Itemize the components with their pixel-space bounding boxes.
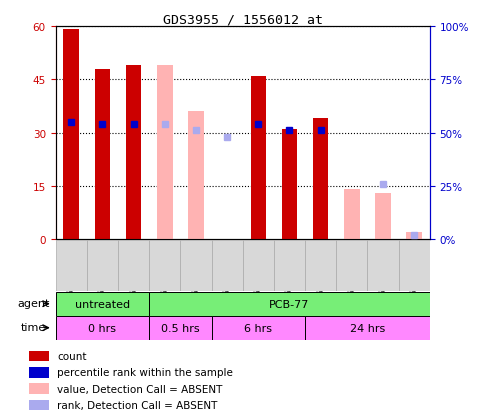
Bar bbox=[305, 316, 430, 340]
Bar bbox=[336, 240, 368, 291]
Bar bbox=[28, 351, 49, 361]
Bar bbox=[28, 400, 49, 410]
Text: rank, Detection Call = ABSENT: rank, Detection Call = ABSENT bbox=[57, 400, 218, 410]
Bar bbox=[212, 240, 243, 291]
Bar bbox=[63, 31, 79, 240]
Bar bbox=[56, 240, 87, 291]
Bar bbox=[305, 240, 336, 291]
Bar bbox=[274, 240, 305, 291]
Text: 6 hrs: 6 hrs bbox=[244, 323, 272, 333]
Text: percentile rank within the sample: percentile rank within the sample bbox=[57, 368, 233, 377]
Text: value, Detection Call = ABSENT: value, Detection Call = ABSENT bbox=[57, 384, 223, 394]
Bar bbox=[87, 240, 118, 291]
Bar bbox=[149, 240, 180, 291]
Text: untreated: untreated bbox=[75, 299, 130, 309]
Bar bbox=[180, 240, 212, 291]
Text: 24 hrs: 24 hrs bbox=[350, 323, 385, 333]
Text: count: count bbox=[57, 351, 87, 361]
Bar bbox=[28, 367, 49, 377]
Title: GDS3955 / 1556012_at: GDS3955 / 1556012_at bbox=[163, 13, 323, 26]
Bar bbox=[149, 292, 430, 316]
Bar bbox=[95, 69, 110, 240]
Text: agent: agent bbox=[17, 298, 50, 308]
Bar bbox=[56, 292, 149, 316]
Text: PCB-77: PCB-77 bbox=[270, 299, 310, 309]
Bar bbox=[282, 130, 298, 240]
Bar bbox=[251, 76, 266, 240]
Bar bbox=[375, 193, 391, 240]
Bar bbox=[157, 66, 172, 240]
Bar bbox=[313, 119, 328, 240]
Bar bbox=[56, 316, 149, 340]
Bar bbox=[407, 233, 422, 240]
Bar bbox=[344, 190, 360, 240]
Bar bbox=[126, 66, 142, 240]
Bar bbox=[188, 112, 204, 240]
Text: time: time bbox=[21, 322, 46, 332]
Bar bbox=[368, 240, 398, 291]
Bar bbox=[149, 316, 212, 340]
Bar bbox=[212, 316, 305, 340]
Bar bbox=[398, 240, 430, 291]
Bar bbox=[242, 240, 274, 291]
Text: 0 hrs: 0 hrs bbox=[88, 323, 116, 333]
Text: 0.5 hrs: 0.5 hrs bbox=[161, 323, 199, 333]
Bar bbox=[118, 240, 149, 291]
Bar bbox=[28, 384, 49, 394]
